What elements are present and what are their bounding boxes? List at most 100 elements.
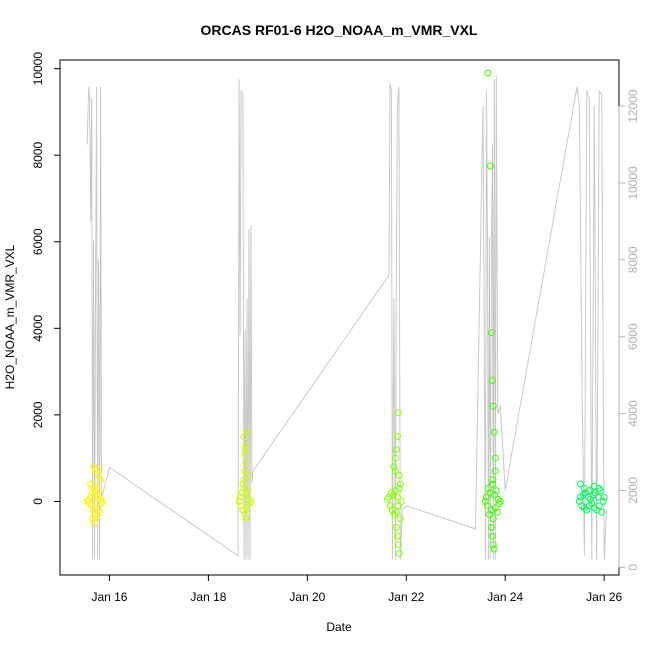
data-point (244, 472, 252, 479)
data-point (490, 491, 498, 499)
data-point (247, 497, 255, 505)
data-point (488, 376, 496, 384)
x-axis-label: Date (326, 620, 352, 634)
data-point (91, 482, 99, 490)
data-point (239, 506, 247, 514)
data-point (91, 519, 99, 527)
data-point (486, 489, 494, 497)
data-point (494, 495, 502, 503)
right-y-axis: 0 2000 4000 6000 8000 10000 12000 (618, 89, 640, 571)
data-point (485, 510, 493, 518)
data-point (392, 446, 400, 453)
data-point (236, 493, 244, 501)
data-point (393, 433, 401, 440)
data-point (95, 487, 103, 495)
data-point (91, 484, 99, 492)
data-point (390, 510, 398, 518)
data-point (393, 532, 401, 540)
data-point (97, 495, 105, 503)
data-point (237, 502, 245, 510)
data-point (486, 162, 494, 170)
data-point (492, 487, 500, 495)
data-point (595, 502, 603, 510)
data-point (89, 489, 97, 497)
data-point (92, 467, 100, 475)
data-point (488, 532, 496, 540)
data-point (393, 493, 401, 501)
data-point (241, 467, 249, 475)
x-tick-label: Jan 16 (91, 590, 127, 604)
series-3 (384, 409, 405, 557)
data-point (491, 454, 499, 462)
data-point (481, 497, 489, 505)
data-point (88, 502, 96, 510)
data-point (90, 506, 98, 514)
data-point (240, 484, 248, 492)
series-5 (575, 480, 608, 516)
data-point (387, 489, 395, 497)
data-point (599, 497, 607, 505)
data-point (240, 433, 248, 440)
data-point (244, 487, 252, 495)
series-1 (83, 463, 106, 527)
data-point (94, 504, 102, 512)
y-tick-label: 8000 (31, 142, 45, 169)
data-point (489, 402, 497, 410)
data-point (496, 497, 504, 505)
data-point (387, 502, 394, 510)
data-point (235, 497, 243, 505)
data-point (595, 484, 603, 492)
plot-area-frame (59, 59, 620, 576)
right-y-tick-label: 10000 (626, 166, 640, 200)
chart-title: ORCAS RF01-6 H2O_NOAA_m_VMR_VXL (201, 22, 478, 38)
data-point (93, 493, 101, 501)
data-point (488, 480, 496, 488)
secondary-series-layer (86, 75, 608, 560)
data-point (598, 508, 606, 516)
data-point (395, 472, 403, 479)
points-layer (83, 69, 608, 557)
data-point (395, 549, 403, 557)
data-point (396, 515, 404, 523)
data-point (490, 545, 498, 553)
data-point (93, 491, 101, 499)
data-point (397, 497, 405, 505)
right-y-tick-label: 8000 (626, 246, 640, 273)
x-tick-label: Jan 24 (487, 590, 523, 604)
y-tick-label: 2000 (31, 401, 45, 428)
data-point (395, 484, 403, 492)
data-point (491, 467, 499, 475)
data-point (97, 476, 105, 484)
data-point (242, 515, 250, 523)
data-point (392, 508, 400, 516)
x-axis: Jan 16 Jan 18 Jan 20 Jan 22 Jan 24 Jan 26 (91, 574, 622, 604)
data-point (240, 476, 248, 484)
data-point (89, 515, 97, 523)
data-point (388, 506, 396, 514)
data-point (489, 476, 497, 484)
y-tick-label: 10000 (31, 52, 45, 86)
y-tick-label: 0 (31, 498, 45, 505)
data-point (391, 487, 399, 495)
data-point (94, 465, 102, 473)
data-point (241, 510, 249, 518)
x-tick-label: Jan 18 (190, 590, 226, 604)
x-tick-label: Jan 26 (586, 590, 622, 604)
data-point (394, 541, 402, 549)
data-point (483, 502, 491, 510)
data-point (482, 493, 490, 501)
data-point (491, 504, 499, 512)
right-y-tick-label: 12000 (626, 89, 640, 123)
y-axis-label: H2O_NOAA_m_VMR_VXL (3, 244, 17, 389)
right-y-tick-label: 4000 (626, 400, 640, 427)
data-point (487, 329, 495, 337)
data-point (90, 463, 98, 471)
data-point (245, 495, 253, 503)
data-point (487, 523, 495, 531)
secondary-series-line (86, 75, 608, 560)
data-point (576, 480, 584, 488)
data-point (484, 69, 492, 77)
data-point (93, 513, 101, 521)
y-axis: 0 2000 4000 6000 8000 10000 (31, 52, 61, 505)
